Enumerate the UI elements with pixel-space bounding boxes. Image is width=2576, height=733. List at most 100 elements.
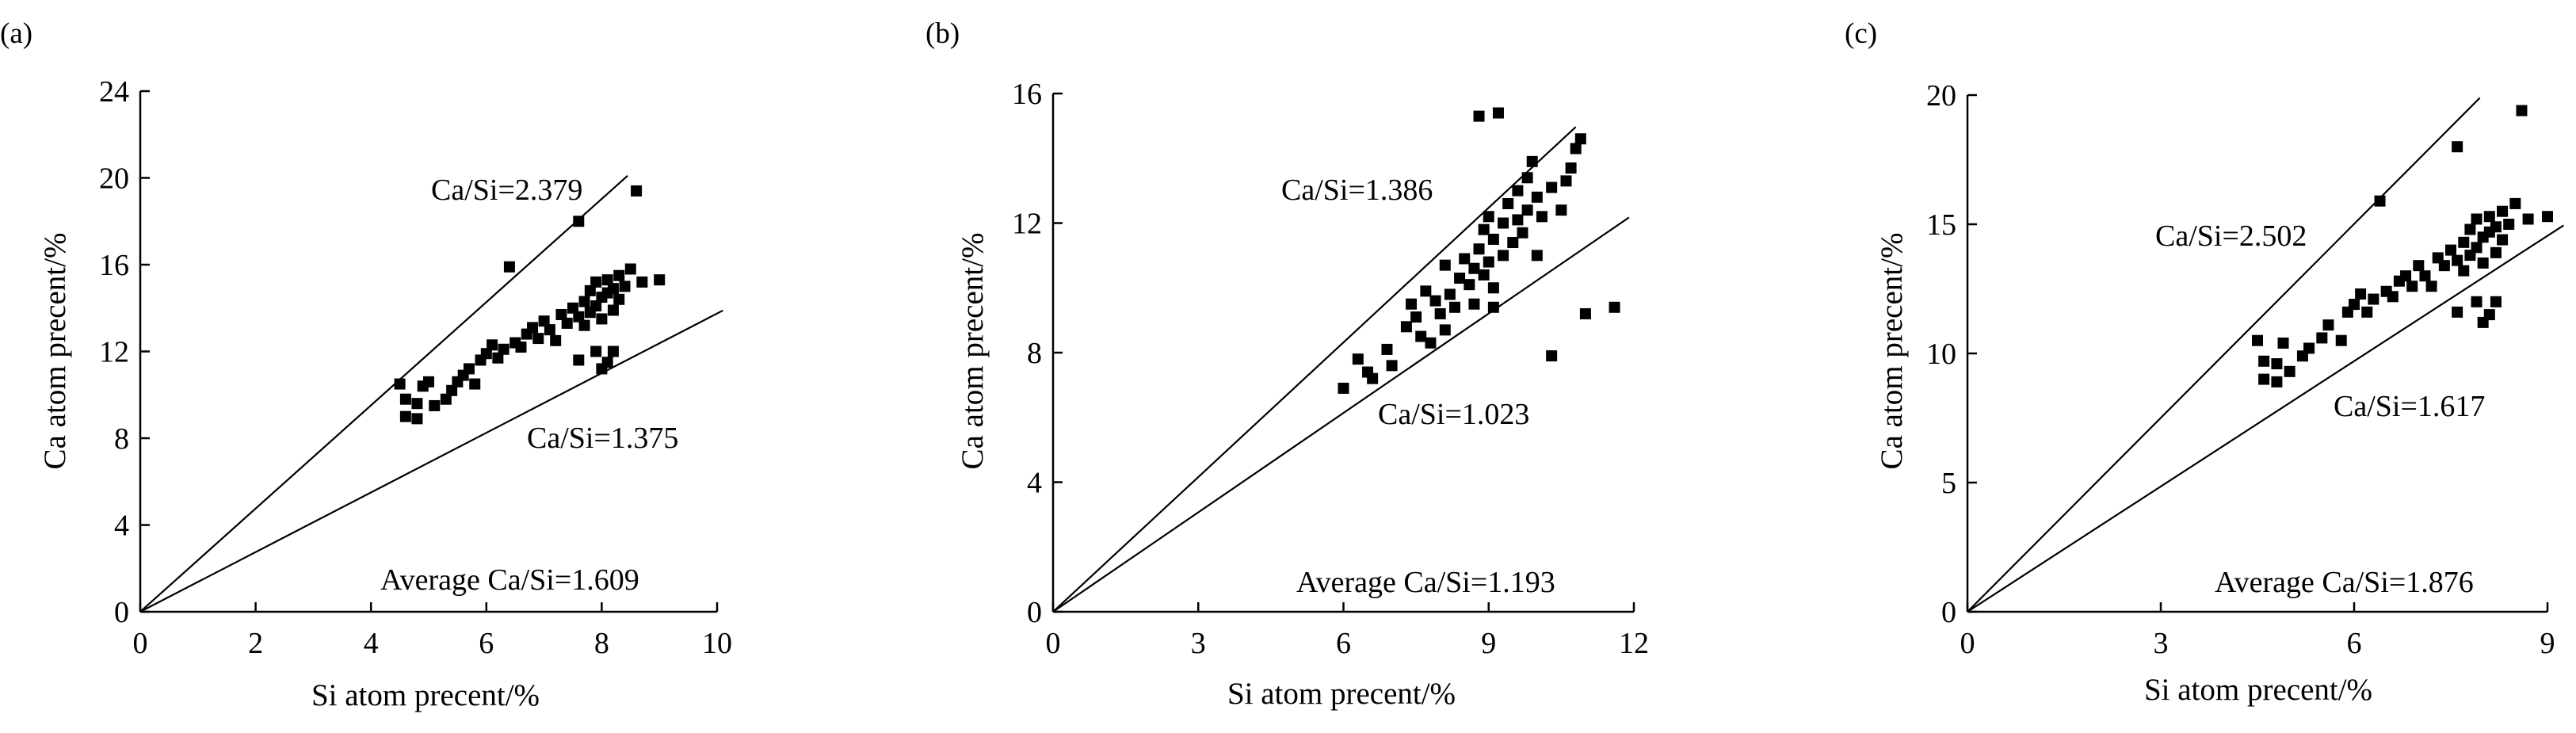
panel-b-data-point: [1429, 295, 1441, 307]
panel-b-data-point: [1468, 262, 1480, 274]
panel-b-plot-area: 0 3 6 9 12 0 4 8 12 16: [1012, 78, 1649, 660]
panel-c-upper-line-label: Ca/Si=2.502: [2155, 220, 2307, 253]
panel-b-data-point: [1502, 197, 1514, 209]
panel-c-data-point: [2438, 260, 2450, 272]
panel-b-label: (b): [925, 17, 960, 50]
panel-c-data-point: [2271, 376, 2283, 387]
panel-c-data-point: [2483, 309, 2495, 321]
panel-b-x-tick-label: 3: [1191, 627, 1206, 660]
panel-a-data-point: [411, 413, 423, 425]
panel-c-lower-ratio-line: [1967, 224, 2564, 613]
panel-b-y-axis-title: Ca atom precent/%: [956, 233, 990, 470]
panel-a-x-tick-label: 6: [479, 627, 494, 660]
panel-b-data-point: [1512, 185, 1524, 197]
panel-a-y-tick-label: 0: [114, 596, 129, 629]
panel-a-average-annotation: Average Ca/Si=1.609: [380, 563, 639, 597]
panel-c-data-point: [2452, 254, 2463, 266]
panel-a-data-point: [590, 346, 602, 357]
panel-a-data-point: [613, 269, 625, 281]
panel-c-data-point: [2516, 105, 2528, 116]
panel-c-data-point: [2316, 332, 2328, 344]
panel-b-data-point: [1483, 211, 1494, 223]
panel-a-y-tick-label: 12: [99, 336, 129, 369]
panel-a-data-point: [527, 322, 539, 334]
panel-b-data-point: [1517, 227, 1528, 239]
panel-c-y-tick-label: 0: [1941, 596, 1956, 629]
panel-b-x-tick-label: 12: [1619, 627, 1649, 660]
panel-b-x-tick-label: 9: [1481, 627, 1496, 660]
panel-b-data-point: [1444, 288, 1456, 300]
panel-c-y-tick-label: 20: [1926, 79, 1956, 113]
panel-a-x-tick-label: 0: [133, 627, 148, 660]
panel-c-data-point: [2497, 234, 2509, 246]
panel-a-data-point: [429, 399, 441, 411]
panel-a-data-point: [394, 378, 406, 390]
panel-a-data-point: [555, 308, 567, 320]
panel-b-data-point: [1574, 133, 1586, 145]
panel-a-data-point: [607, 283, 619, 295]
panel-c-y-tick-label: 10: [1926, 338, 1956, 371]
panel-b-data-point: [1464, 279, 1475, 291]
panel-b-y-tick-label: 4: [1027, 467, 1042, 500]
panel-b: (b) 0 3 6 9 12 0 4 8 12 16 Ca/Si=1.386 Ca/Si=1.02…: [925, 17, 1649, 711]
panel-c-data-point: [2490, 296, 2502, 307]
panel-c-data-point: [2258, 373, 2270, 385]
panel-a-data-point: [561, 317, 573, 329]
panel-b-data-point: [1454, 272, 1466, 284]
panel-c-data-point: [2425, 281, 2437, 292]
panel-b-data-point: [1536, 211, 1548, 223]
panel-c-data-point: [2252, 334, 2263, 346]
panel-b-data-point: [1434, 307, 1446, 319]
panel-a-x-axis-title: Si atom precent/%: [311, 678, 540, 712]
panel-c-data-point: [2349, 299, 2360, 311]
panel-b-data-point: [1507, 237, 1519, 249]
panel-c-average-annotation: Average Ca/Si=1.876: [2215, 566, 2474, 599]
panel-c-data-point: [2490, 221, 2502, 233]
panel-c-data-point: [2458, 265, 2470, 277]
panel-b-data-point: [1352, 353, 1364, 365]
panel-b-data-point: [1338, 382, 1349, 394]
panel-c-data-point: [2483, 211, 2495, 223]
panel-b-data-point: [1512, 214, 1524, 226]
panel-c-data-point: [2522, 213, 2534, 225]
panel-a-lower-ratio-line: [139, 309, 723, 613]
panel-c-data-point: [2258, 355, 2270, 367]
panel-a-data-point: [423, 376, 434, 387]
panel-b-data-point: [1367, 372, 1379, 384]
panel-c-x-tick-label: 0: [1960, 627, 1975, 660]
panel-b-lower-line-label: Ca/Si=1.023: [1378, 398, 1529, 431]
panel-a-x-tick-label: 2: [248, 627, 263, 660]
panel-c-lower-line-label: Ca/Si=1.617: [2334, 390, 2485, 423]
panel-a-data-point: [601, 274, 613, 286]
panel-a-y-tick-label: 24: [99, 75, 129, 109]
panel-a-data-point: [607, 304, 619, 316]
panel-a-data-point: [532, 333, 544, 345]
panel-a-data-point: [550, 334, 562, 346]
panel-b-y-tick-label: 16: [1012, 78, 1042, 111]
panel-a-data-point: [573, 216, 585, 227]
panel-c-x-tick-label: 3: [2154, 627, 2169, 660]
panel-a-data-point: [590, 276, 602, 288]
panel-b-x-tick-label: 6: [1336, 627, 1351, 660]
panel-c-data-point: [2277, 337, 2289, 349]
panel-a-data-point: [544, 324, 555, 336]
panel-b-data-point: [1609, 301, 1620, 313]
panel-c-y-tick-label: 15: [1926, 208, 1956, 242]
panel-b-data-point: [1473, 110, 1485, 122]
panel-a-y-tick-label: 8: [114, 422, 129, 456]
panel-a-data-point: [636, 276, 648, 288]
panel-c-data-point: [2445, 244, 2456, 256]
panel-a-data-point: [567, 302, 578, 314]
panel-a-data-point: [654, 274, 666, 286]
panel-a-data-point: [515, 342, 527, 353]
panel-a-x-tick-label: 10: [702, 627, 732, 660]
panel-b-data-point: [1555, 204, 1567, 216]
panel-c-data-point: [2361, 306, 2373, 318]
panel-a-data-point: [613, 293, 625, 305]
panel-a-data-point: [399, 410, 411, 422]
panel-b-data-point: [1459, 253, 1471, 265]
panel-b-y-tick-label: 8: [1027, 337, 1042, 370]
panel-a-data-point: [503, 261, 515, 273]
